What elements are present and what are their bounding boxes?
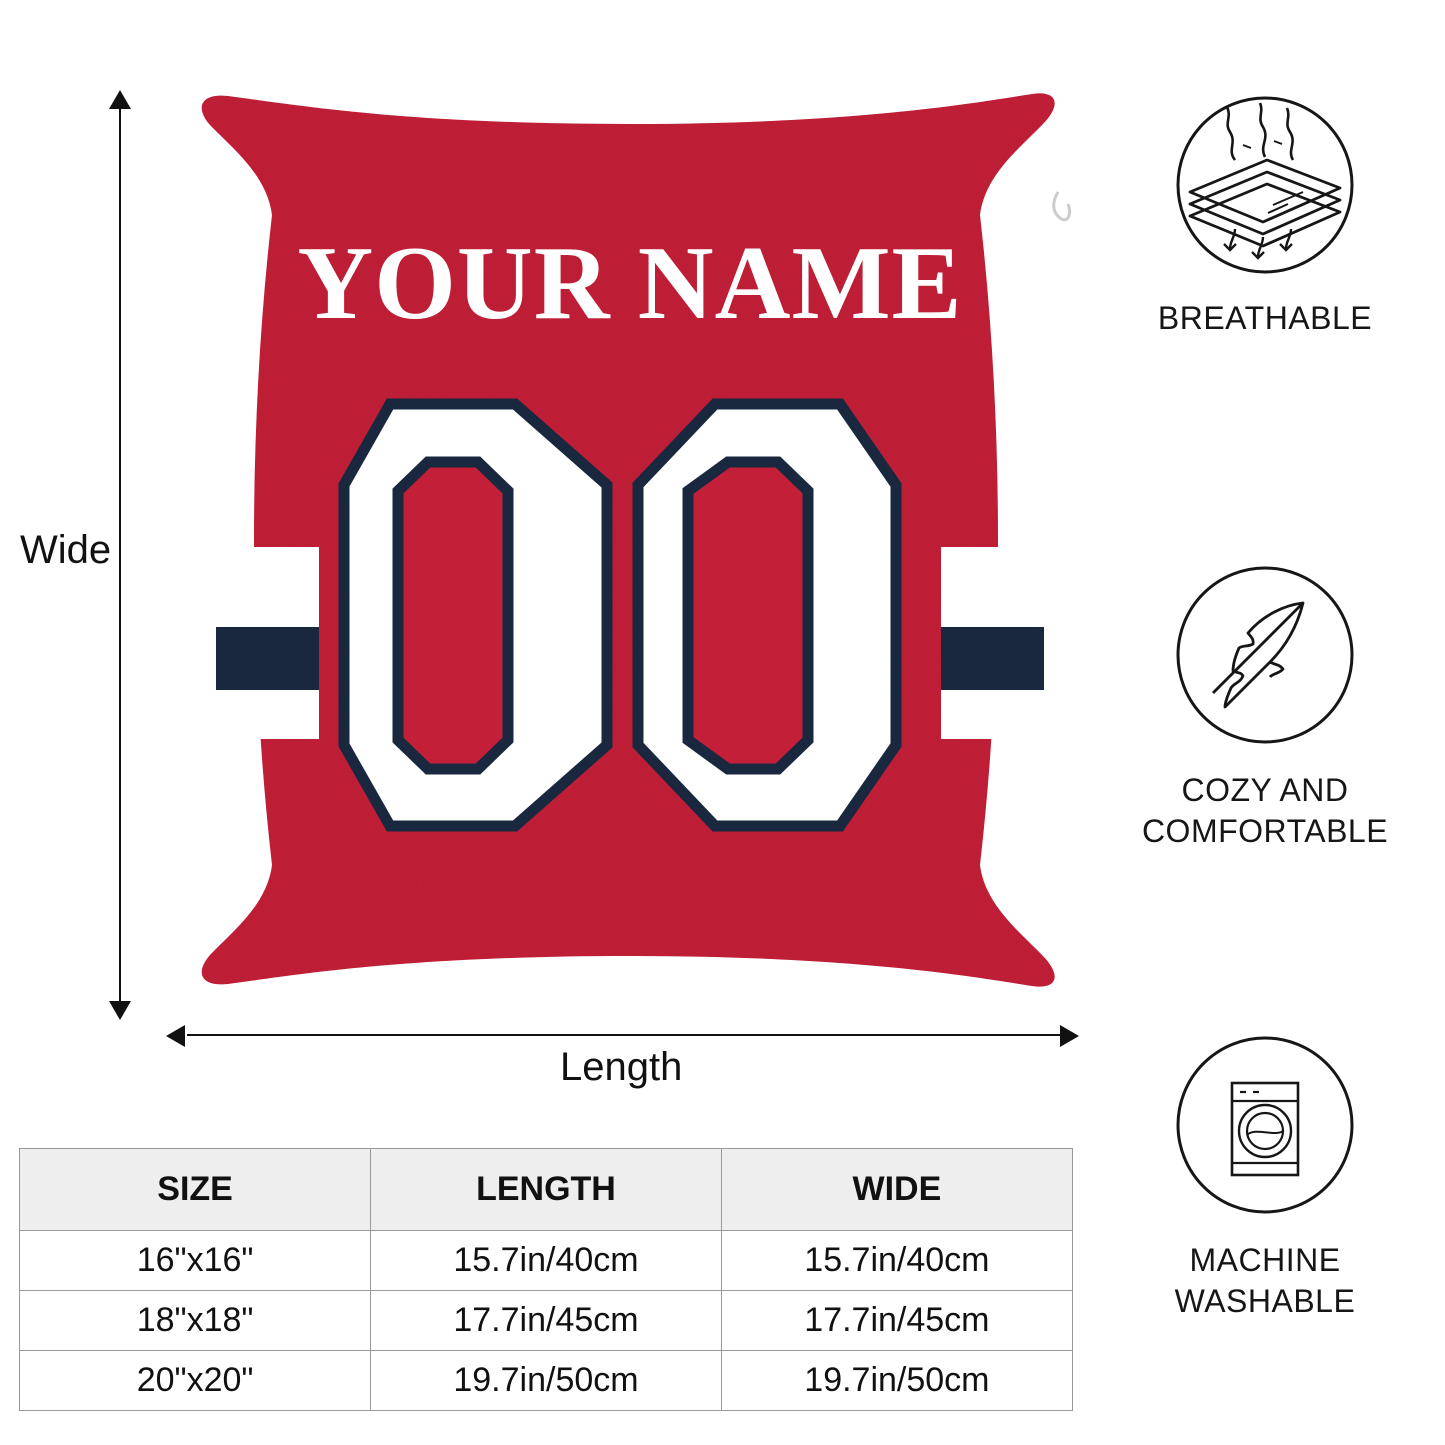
svg-text:YOUR NAME: YOUR NAME — [297, 224, 962, 341]
